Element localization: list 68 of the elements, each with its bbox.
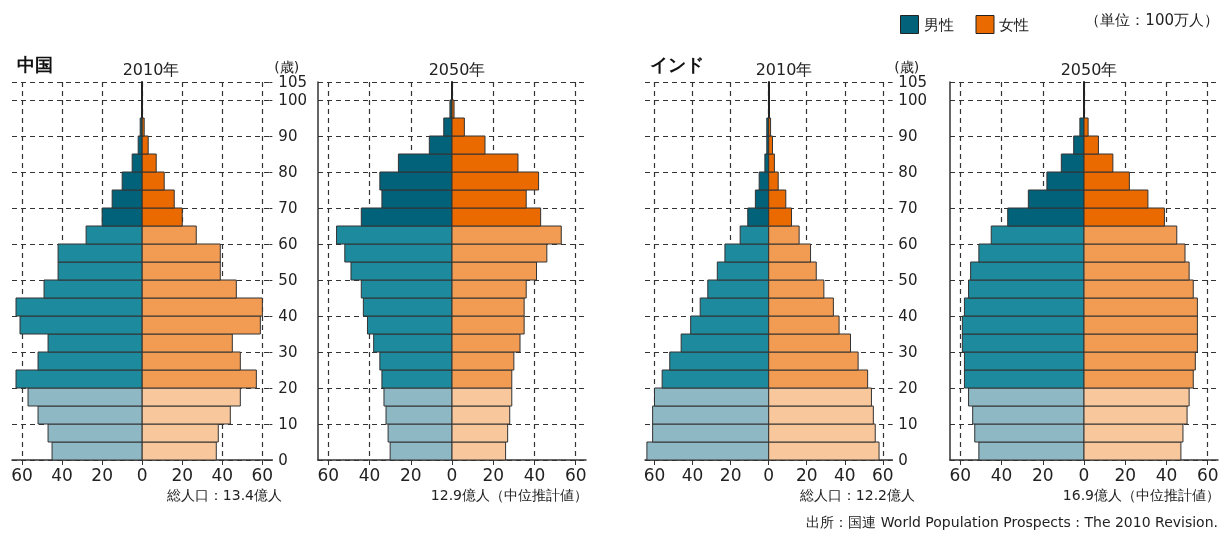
y-tick-label: 100 [898,91,928,109]
y-tick-label: 90 [898,127,918,145]
x-tick-label: 0 [446,464,458,485]
y-tick-label: 105 [898,73,928,91]
y-tick-label: 80 [898,163,918,181]
x-tick-label: 20 [719,464,742,485]
x-tick-label: 60 [643,464,666,485]
text: 総人口：13.4億人 [165,487,282,503]
y-axis-title: (歳) [274,59,300,75]
y-tick-label: 60 [278,235,298,253]
x-tick-label: 40 [523,464,546,485]
y-tick-label: 50 [898,271,918,289]
y-tick-label: 30 [898,343,918,361]
y-tick-label: 50 [278,271,298,289]
x-tick-label: 60 [251,464,274,485]
y-tick-label: 90 [278,127,298,145]
x-tick-label: 0 [136,464,148,485]
text: 12.9億人（中位推計値） [430,487,588,503]
chart-title: 2050年 [1060,59,1118,79]
text: 総人口：12.2億人 [798,487,915,503]
text: 出所：国連 World Population Prospects : The 2010 Revision. [806,514,1218,532]
x-tick-label: 40 [51,464,73,485]
x-tick-label: 20 [1031,464,1054,485]
y-tick-label: 40 [278,307,298,325]
x-tick-label: 20 [399,464,422,485]
y-tick-label: 80 [278,163,298,181]
x-tick-label: 40 [358,464,381,485]
y-tick-label: 10 [898,415,918,433]
x-tick-label: 40 [681,464,704,485]
y-tick-label: 70 [278,199,298,217]
y-axis-title: (歳) [894,59,920,75]
chart-subtitle: インド [650,53,704,75]
y-tick-label: 20 [898,379,918,397]
y-tick-label: 60 [898,235,918,253]
y-tick-label: 105 [278,73,308,91]
x-tick-label: 40 [1155,464,1178,485]
chart-title: 2010年 [755,59,813,79]
y-tick-label: 0 [898,451,908,469]
y-tick-label: 10 [278,415,298,433]
y-tick-label: 20 [278,379,298,397]
y-tick-label: 70 [898,199,918,217]
chart-title: 2010年 [122,59,180,79]
text: 16.9億人（中位推計値） [1062,487,1220,503]
x-tick-label: 20 [1114,464,1137,485]
legend-label: 女性 [999,15,1029,34]
y-tick-label: 100 [278,91,308,109]
x-tick-label: 60 [317,464,340,485]
x-tick-label: 60 [11,464,33,485]
x-tick-label: 40 [990,464,1013,485]
x-tick-label: 20 [795,464,818,485]
x-tick-label: 20 [171,464,194,485]
chart-subtitle: 中国 [17,53,53,75]
x-tick-label: 60 [949,464,972,485]
legend-label: 男性 [923,15,954,34]
x-tick-label: 0 [1078,464,1090,485]
x-tick-label: 60 [564,464,587,485]
legend-title: （単位：100万人） [1085,10,1220,29]
y-tick-label: 40 [898,307,918,325]
x-tick-label: 20 [482,464,505,485]
x-tick-label: 20 [91,464,113,485]
y-tick-label: 0 [278,451,288,469]
x-tick-label: 60 [1196,464,1219,485]
x-tick-label: 40 [833,464,856,485]
x-tick-label: 60 [872,464,894,485]
chart-title: 2050年 [428,59,486,79]
x-tick-label: 40 [211,464,234,485]
x-tick-label: 0 [763,464,775,485]
y-tick-label: 30 [278,343,298,361]
